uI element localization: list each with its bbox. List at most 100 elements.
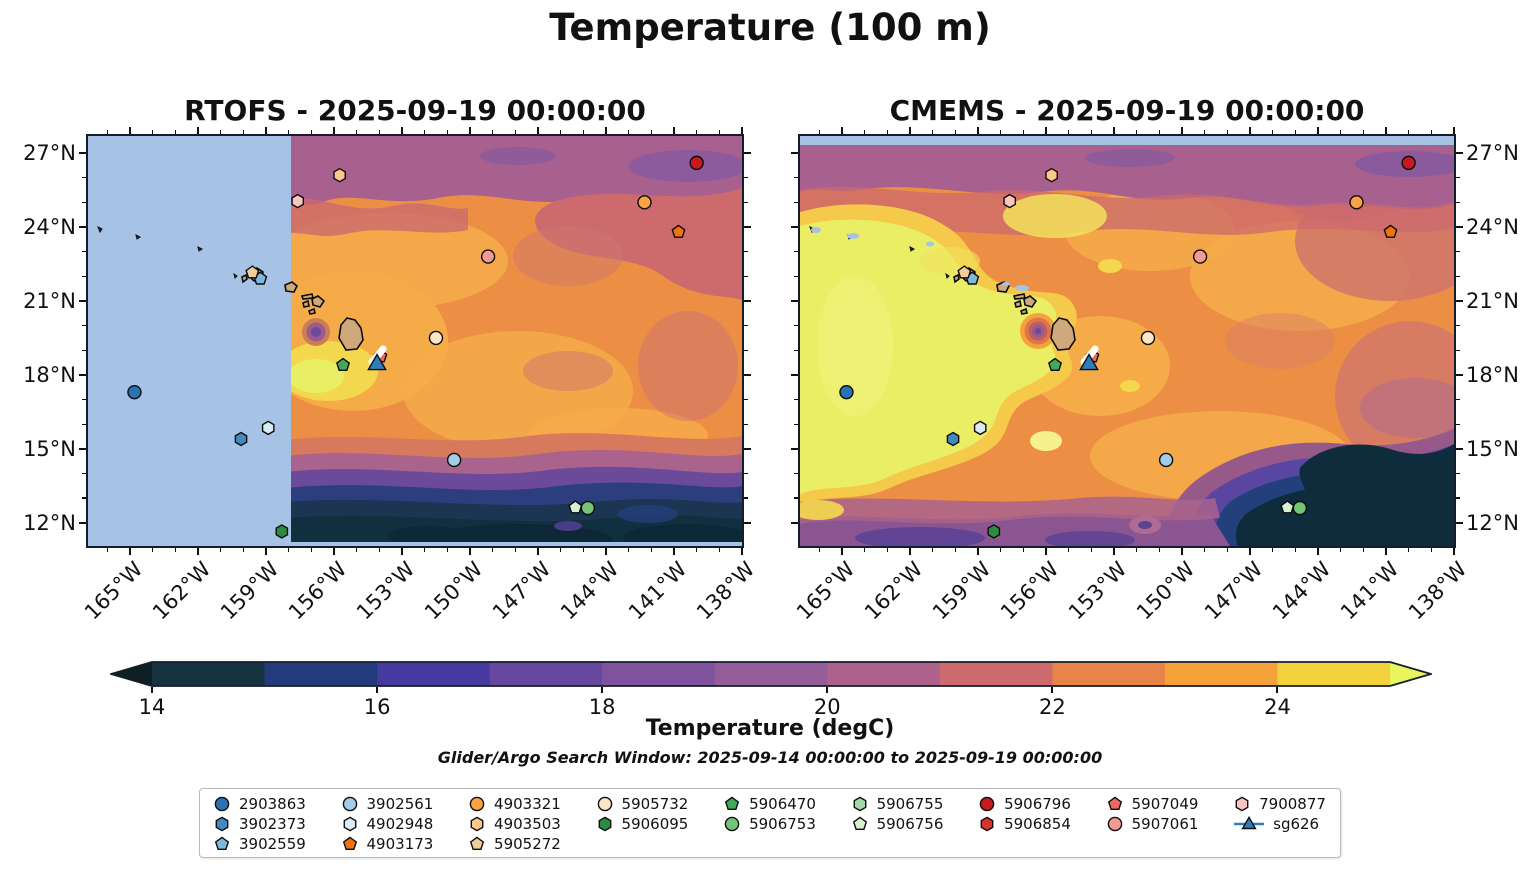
minor-tick <box>1135 548 1138 552</box>
major-tick <box>744 373 751 376</box>
major-tick <box>79 521 86 524</box>
minor-tick <box>1456 398 1460 401</box>
minor-tick <box>718 548 721 552</box>
marker-4903503 <box>1045 167 1058 183</box>
major-tick <box>604 548 607 555</box>
minor-tick <box>1294 548 1296 552</box>
minor-tick <box>82 398 86 401</box>
major-tick <box>791 373 798 376</box>
colorbar-bar <box>107 661 1435 687</box>
minor-tick <box>1407 548 1410 552</box>
minor-tick <box>106 130 108 134</box>
no-data-patch <box>847 233 859 239</box>
marker-5906796 <box>1401 155 1416 171</box>
lon-tick-label: 162°W <box>147 557 215 625</box>
major-tick <box>1456 152 1463 154</box>
major-tick <box>840 548 843 555</box>
figure-title: Temperature (100 m) <box>549 6 991 49</box>
legend-item-5906756: 5906756 <box>852 814 944 834</box>
islet-1-island <box>97 225 103 234</box>
legend-column: 2903863 3902373 3902559 <box>214 794 306 854</box>
lon-tick-label: 147°W <box>487 557 555 625</box>
minor-tick <box>559 130 562 134</box>
legend-item-4903321: 4903321 <box>469 794 561 814</box>
minor-tick <box>1456 275 1460 277</box>
lanai-island <box>302 299 310 308</box>
big-island-island <box>1050 317 1076 351</box>
major-tick <box>1316 127 1319 134</box>
legend-item-label: 3902373 <box>239 815 306 833</box>
minor-tick <box>82 497 86 499</box>
minor-tick <box>310 130 312 134</box>
minor-tick <box>1456 250 1460 253</box>
legend-marker-7900877 <box>1235 796 1249 812</box>
major-tick <box>791 152 798 154</box>
niihau-island <box>953 273 960 284</box>
legend-swatch-4903173 <box>342 836 357 851</box>
minor-tick <box>174 130 176 134</box>
major-tick <box>744 521 751 524</box>
minor-tick <box>744 201 748 203</box>
marker-3902373 <box>234 431 248 447</box>
major-tick <box>1180 127 1183 134</box>
colorbar-band <box>489 662 603 686</box>
minor-tick <box>1456 201 1460 203</box>
legend-marker-4903173 <box>342 836 357 851</box>
minor-tick <box>151 130 154 134</box>
major-tick <box>1456 225 1463 228</box>
marker-5906095 <box>275 524 289 539</box>
major-tick <box>791 521 798 524</box>
lat-tick-label: 24°N <box>1466 214 1519 239</box>
marker-2903863 <box>127 384 142 400</box>
minor-tick <box>1090 130 1092 134</box>
minor-tick <box>310 548 312 552</box>
legend-item-label: 5906756 <box>876 815 944 833</box>
legend-marker-5907049 <box>1107 796 1122 811</box>
minor-tick <box>1158 130 1160 134</box>
minor-tick <box>1022 548 1024 552</box>
minor-tick <box>1456 497 1460 499</box>
legend-item-5906796: 5906796 <box>979 794 1071 814</box>
colorbar-band <box>714 662 828 686</box>
minor-tick <box>794 176 798 179</box>
lon-tick-label: 141°W <box>1335 557 1403 625</box>
minor-tick <box>1203 548 1206 552</box>
islet-3-island <box>909 246 915 252</box>
marker-5905272 <box>957 265 972 279</box>
minor-tick <box>744 398 748 401</box>
major-tick <box>1044 548 1047 555</box>
colorbar-tick <box>376 687 379 693</box>
cmems-map-panel: CMEMS - 2025-09-19 00:00:00 <box>791 94 1519 624</box>
minor-tick <box>794 201 798 203</box>
legend-column: 5906755 5906756 <box>852 794 944 834</box>
minor-tick <box>1135 130 1138 134</box>
legend-marker-5906755 <box>853 796 866 812</box>
minor-tick <box>744 349 748 351</box>
lon-tick-label: 156°W <box>283 557 351 625</box>
major-tick <box>536 127 539 134</box>
major-tick <box>1112 127 1115 134</box>
lat-tick-label: 21°N <box>23 288 76 313</box>
lon-tick-label: 138°W <box>691 557 759 625</box>
minor-tick <box>999 548 1002 552</box>
marker-3902373 <box>946 431 960 447</box>
legend-column: 5906796 5906854 <box>979 794 1071 834</box>
major-tick <box>128 127 131 134</box>
minor-tick <box>744 497 748 499</box>
minor-tick <box>491 130 494 134</box>
legend-column: 7900877 sg626 <box>1234 794 1326 834</box>
minor-tick <box>106 548 108 552</box>
marker-5906470 <box>336 357 351 372</box>
marker-2903863 <box>839 384 854 400</box>
marker-5906756 <box>568 500 583 514</box>
no-data-patch <box>926 241 934 247</box>
legend-item-5906095: 5906095 <box>597 814 688 834</box>
major-tick <box>332 548 335 555</box>
legend-item-label: 4903503 <box>494 815 561 833</box>
legend-marker-3902559 <box>214 836 230 851</box>
legend-marker-5905272 <box>469 836 485 851</box>
marker-4903173 <box>671 224 686 238</box>
minor-tick <box>744 423 748 425</box>
minor-tick <box>695 548 698 552</box>
